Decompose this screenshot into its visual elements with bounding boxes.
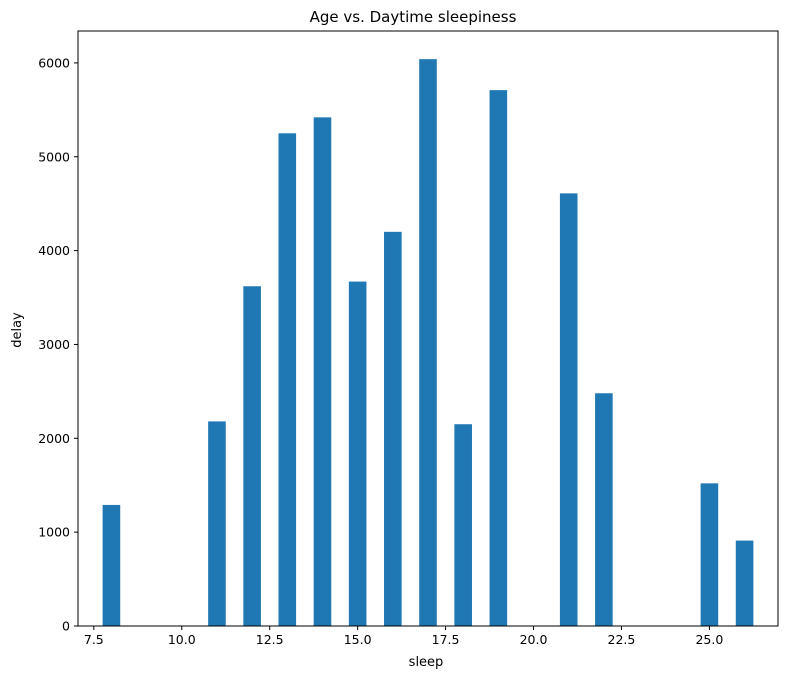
x-tick-label: 25.0 — [695, 632, 723, 647]
bar-16 — [384, 231, 402, 626]
y-axis-ticks: 0 1000 2000 3000 4000 5000 6000 — [38, 55, 78, 634]
y-tick-label: 6000 — [38, 55, 70, 70]
bar-22 — [595, 393, 613, 626]
x-tick-label: 17.5 — [432, 632, 460, 647]
bar-8 — [102, 504, 121, 626]
bar-19 — [489, 90, 508, 626]
x-tick-label: 20.0 — [520, 632, 548, 647]
y-tick-label: 5000 — [38, 149, 70, 164]
y-tick-label: 1000 — [38, 525, 70, 540]
x-tick-label: 22.5 — [608, 632, 636, 647]
bar-15 — [348, 281, 367, 626]
bar-26 — [735, 540, 754, 626]
y-tick-label: 0 — [62, 619, 70, 634]
y-tick-label: 4000 — [38, 243, 70, 258]
x-axis-ticks: 7.5 10.0 12.5 15.0 17.5 20.0 22.5 25.0 — [84, 626, 723, 647]
bar-13 — [278, 133, 297, 626]
bar-14 — [313, 117, 332, 626]
bar-25 — [700, 483, 719, 626]
bar-11 — [208, 421, 226, 626]
y-axis-label: delay — [10, 312, 25, 348]
bar-12 — [243, 286, 261, 626]
x-tick-label: 12.5 — [256, 632, 284, 647]
x-tick-label: 7.5 — [84, 632, 104, 647]
x-axis-label: sleep — [409, 655, 444, 670]
bar-18 — [454, 424, 472, 626]
chart-title: Age vs. Daytime sleepiness — [310, 8, 517, 26]
y-tick-label: 3000 — [38, 337, 70, 352]
bar-21 — [559, 193, 578, 627]
plot-frame — [77, 30, 779, 627]
bar-17 — [419, 59, 437, 626]
x-tick-label: 10.0 — [168, 632, 196, 647]
y-tick-label: 2000 — [38, 431, 70, 446]
x-tick-label: 15.0 — [344, 632, 372, 647]
bars-group — [102, 59, 754, 627]
